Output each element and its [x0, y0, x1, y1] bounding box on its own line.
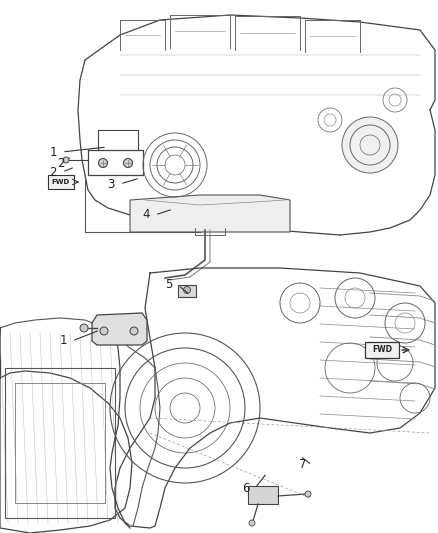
Circle shape [80, 324, 88, 332]
Text: 1: 1 [60, 335, 67, 348]
Circle shape [99, 158, 107, 167]
FancyBboxPatch shape [178, 285, 196, 297]
FancyBboxPatch shape [48, 175, 74, 189]
Text: FWD: FWD [372, 345, 392, 354]
Circle shape [130, 327, 138, 335]
Text: 2: 2 [49, 166, 57, 179]
FancyBboxPatch shape [248, 486, 278, 504]
Text: 7: 7 [300, 458, 307, 472]
Circle shape [342, 117, 398, 173]
Text: 3: 3 [108, 177, 115, 190]
FancyBboxPatch shape [365, 342, 399, 358]
Circle shape [63, 157, 69, 163]
Circle shape [249, 520, 255, 526]
Polygon shape [130, 195, 290, 232]
Text: 5: 5 [166, 279, 173, 292]
Text: 4: 4 [142, 208, 150, 222]
Text: 2: 2 [57, 157, 65, 170]
Circle shape [184, 287, 191, 294]
Text: FWD: FWD [52, 179, 70, 185]
Polygon shape [92, 313, 147, 345]
Text: 6: 6 [243, 481, 250, 495]
Circle shape [124, 158, 133, 167]
Circle shape [305, 491, 311, 497]
Circle shape [100, 327, 108, 335]
Text: 1: 1 [49, 146, 57, 158]
